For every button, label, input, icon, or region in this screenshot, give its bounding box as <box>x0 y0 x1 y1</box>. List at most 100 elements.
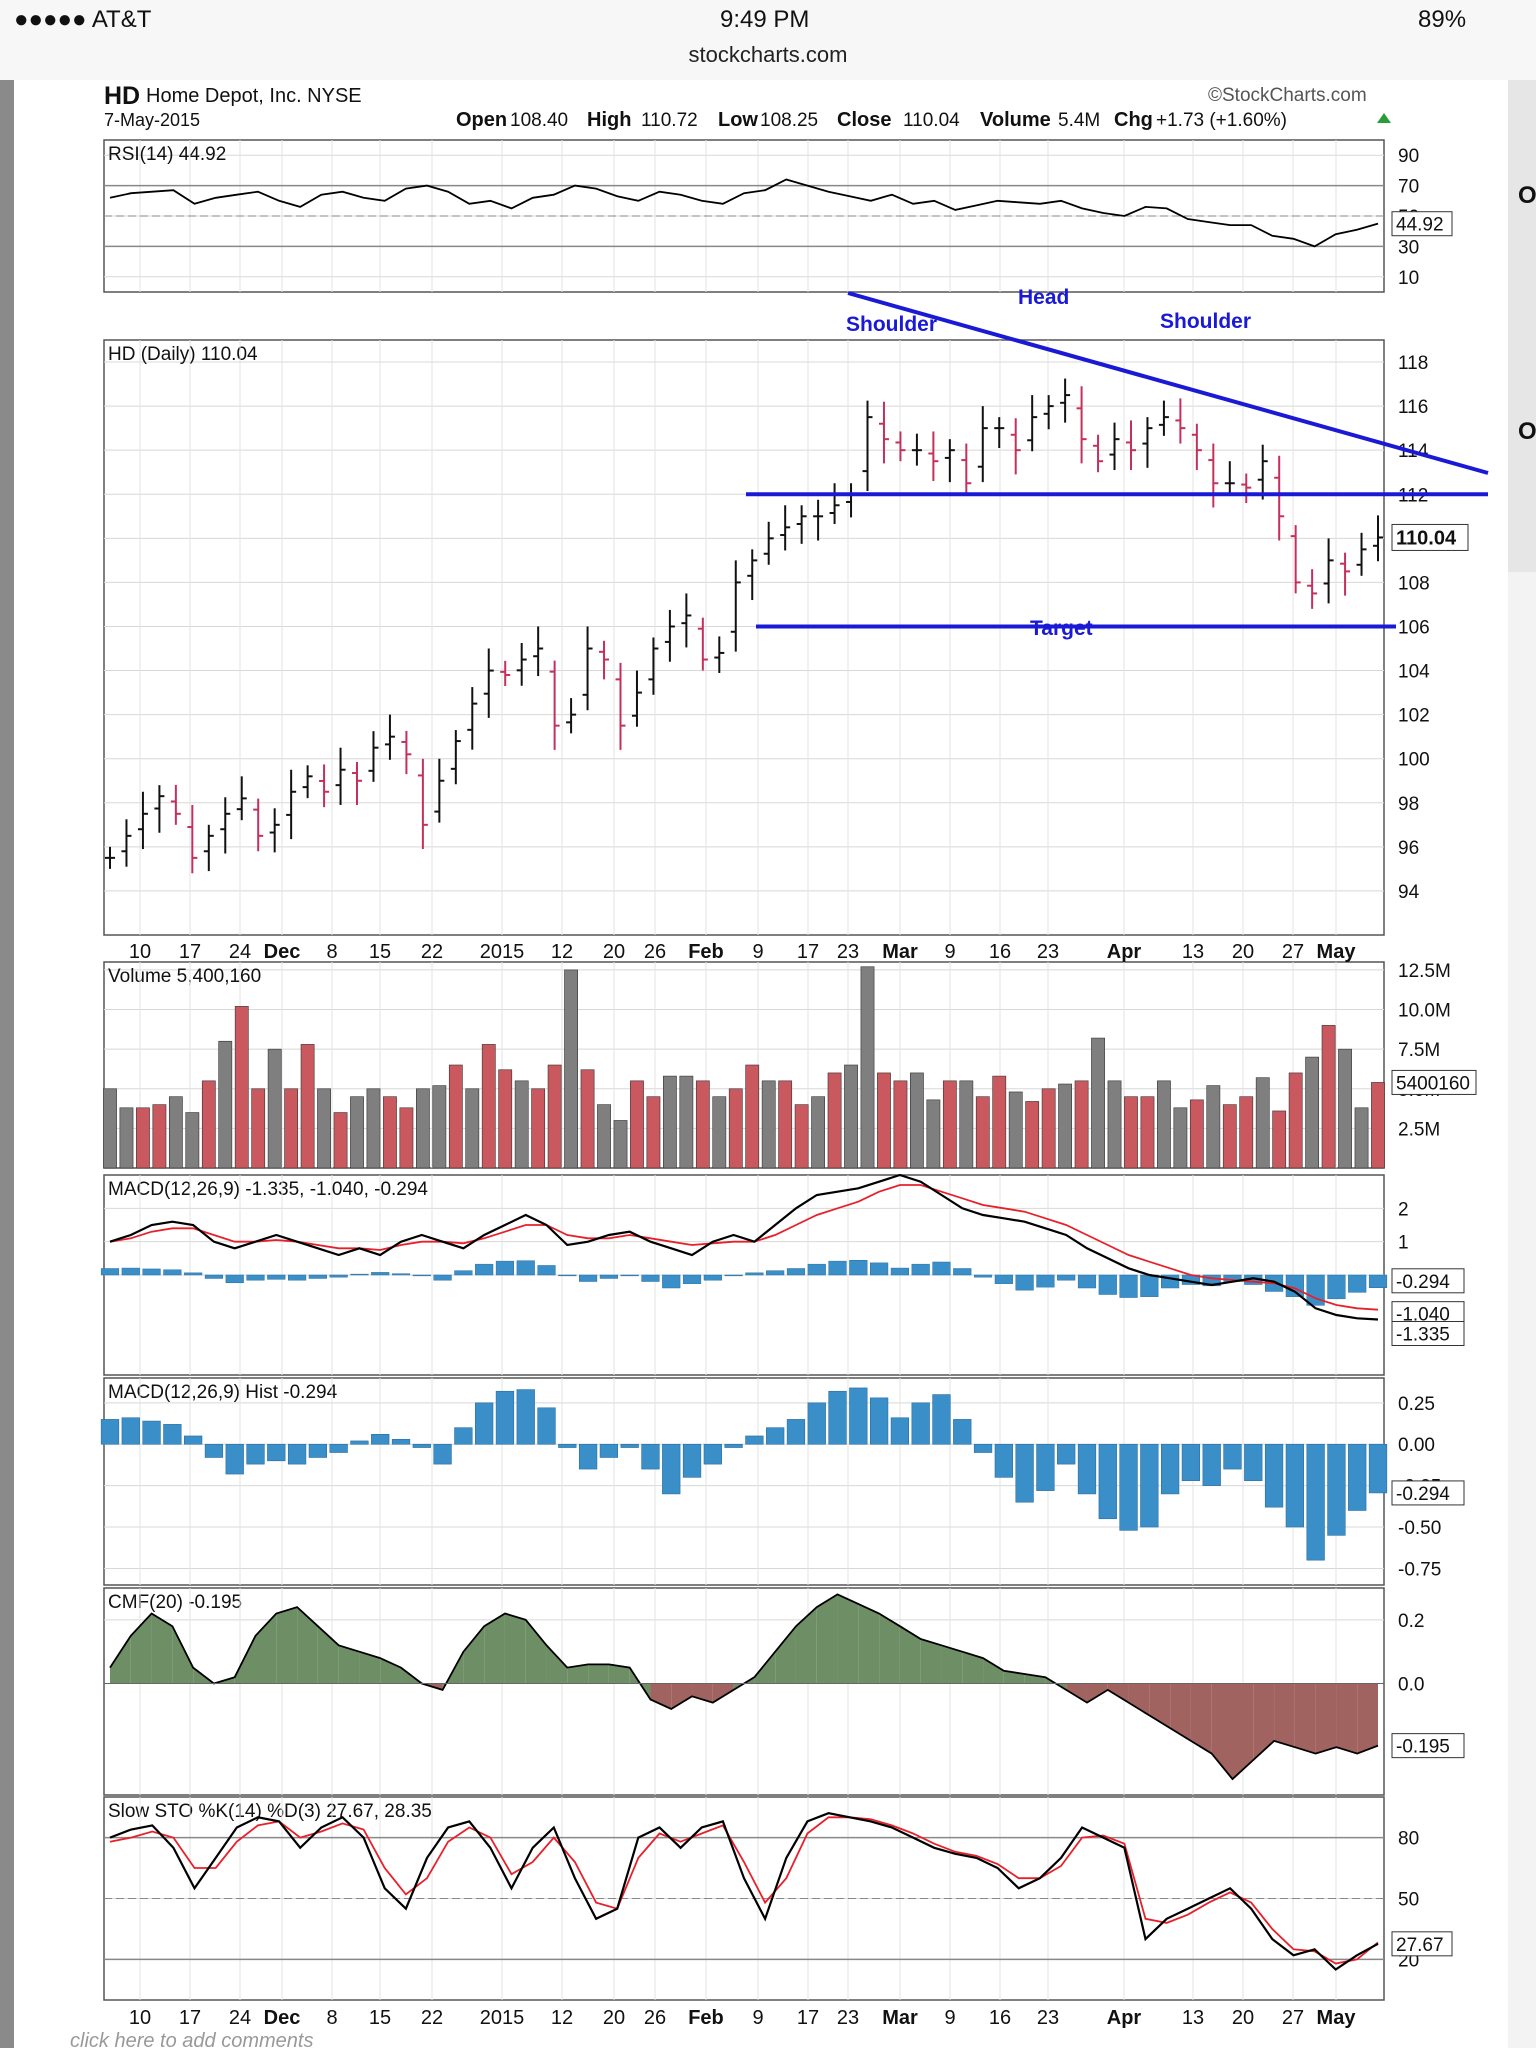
macd-hist-bar <box>1264 1443 1284 1508</box>
volume-bar <box>1272 1110 1287 1169</box>
status-bar: ●●●●● AT&T 9:49 PM 89% stockcharts.com <box>0 0 1536 80</box>
macd-mini-hist-bar <box>1057 1274 1076 1281</box>
x-tick-label: 26 <box>644 2007 666 2029</box>
volume-bar <box>679 1075 694 1169</box>
volume-bar <box>1255 1077 1270 1169</box>
y-tick-label: 30 <box>1398 237 1419 258</box>
x-tick-label: 20 <box>1232 2007 1254 2029</box>
macd-mini-hist-bar <box>391 1273 411 1276</box>
volume-bar <box>695 1080 710 1169</box>
price-current-box <box>1391 523 1469 551</box>
macd-hist-bar <box>849 1387 868 1445</box>
price-bar <box>631 670 642 727</box>
volume-bar <box>366 1088 381 1169</box>
macd-hist-bar <box>641 1443 660 1470</box>
y-tick-label: 50 <box>1398 1890 1419 1911</box>
macd-mini-hist-bar <box>100 1268 120 1276</box>
macd-mini-hist-bar <box>641 1274 660 1282</box>
cmf-current-value-box <box>1391 1733 1465 1759</box>
volume-bar <box>959 1080 974 1169</box>
volume-bar <box>794 1104 809 1169</box>
add-comments-link[interactable]: click here to add comments <box>70 2030 314 2052</box>
right-panel-edge-lower <box>1508 572 1536 2048</box>
cmf-area <box>463 1626 485 1684</box>
cmf-area <box>608 1664 630 1684</box>
url-bar[interactable]: stockcharts.com <box>688 42 848 67</box>
volume-bar <box>761 1080 776 1169</box>
macd-mini-hist-bar <box>1348 1274 1367 1293</box>
macd-hist-bar <box>121 1417 140 1445</box>
macd-hist-bar <box>745 1435 764 1445</box>
price-bar <box>1208 443 1219 508</box>
cmf-area <box>1357 1683 1378 1754</box>
macd-mini-hist-bar <box>454 1270 473 1276</box>
macd-hist-bar <box>869 1397 889 1445</box>
macd-hist-bar <box>246 1443 265 1465</box>
macd-hist-bar <box>267 1443 286 1462</box>
annotation-shoulder-left: Shoulder <box>846 313 937 336</box>
cmf-current-value: -0.195 <box>1396 1737 1450 1758</box>
volume-bar <box>234 1006 249 1169</box>
cmf-area <box>110 1635 131 1684</box>
macd-mini-hist-bar <box>1306 1274 1325 1306</box>
volume-bar <box>531 1088 546 1169</box>
price-bar <box>516 643 527 686</box>
ohlc-value: 110.04 <box>903 110 960 131</box>
volume-bar <box>1321 1025 1336 1169</box>
macd-hist-bar <box>1181 1443 1201 1481</box>
price-bar <box>434 758 445 823</box>
y-tick-label: 98 <box>1398 794 1419 815</box>
price-bar <box>417 758 428 850</box>
volume-current-value-box <box>1391 1069 1477 1095</box>
ohlc-value: 110.72 <box>641 110 698 131</box>
panel-frame <box>103 961 1385 1169</box>
macd-mini-hist-bar <box>1015 1274 1034 1291</box>
cmf-area <box>1149 1683 1171 1729</box>
cmf-area <box>1024 1673 1046 1684</box>
x-tick-label: Feb <box>688 941 724 963</box>
macd-hist-bar <box>599 1443 619 1458</box>
price-bar <box>911 433 922 466</box>
macd-hist-panel-current-box <box>1391 1480 1465 1506</box>
volume-bar <box>564 969 578 1169</box>
volume-bar <box>860 966 875 1169</box>
volume-bar <box>630 1080 644 1169</box>
volume-bar <box>728 1088 743 1169</box>
macd-mini-hist-bar <box>516 1260 535 1276</box>
y-tick-label: 0.2 <box>1398 1611 1424 1632</box>
price-bar <box>664 609 675 662</box>
x-tick-label: 20 <box>603 2007 625 2029</box>
panel-title: Slow STO %K(14) %D(3) 27.67, 28.35 <box>108 1801 432 1822</box>
cmf-area <box>1170 1683 1191 1741</box>
price-bar <box>154 785 165 833</box>
price-bar <box>862 400 873 491</box>
y-tick-label: -0.75 <box>1398 1559 1441 1580</box>
ohlc-value: 5.4M <box>1058 110 1100 131</box>
macd-mini-hist-bar <box>703 1274 722 1281</box>
volume-bar <box>1008 1091 1023 1169</box>
price-bar <box>1307 569 1318 609</box>
macd-mini-hist-bar <box>308 1274 327 1279</box>
macd-hist-bar <box>1057 1443 1076 1465</box>
cmf-area <box>754 1651 776 1684</box>
cmf-area <box>1211 1683 1233 1780</box>
volume-bar <box>333 1112 348 1169</box>
macd-mini-hist-bar <box>1327 1274 1346 1300</box>
panel-title: HD (Daily) 110.04 <box>108 344 258 365</box>
macd-hist-bar <box>1202 1443 1221 1486</box>
volume-bar <box>942 1080 957 1169</box>
macd-hist-bar <box>100 1419 120 1445</box>
macd-mini-hist-bar <box>371 1272 390 1276</box>
sto-current-value-box <box>1391 1931 1453 1957</box>
cmf-area <box>151 1613 173 1684</box>
volume-bar <box>1058 1083 1073 1169</box>
volume-bar <box>926 1099 941 1169</box>
price-bar <box>977 406 988 483</box>
macd-hist-bar <box>516 1389 535 1445</box>
cmf-area <box>1232 1683 1254 1780</box>
macd-mini-hist-bar <box>267 1274 286 1280</box>
macd-hist-bar <box>163 1424 182 1445</box>
macd-mini-hist-bar <box>225 1274 244 1284</box>
price-bar <box>352 762 363 805</box>
volume-bar <box>284 1088 299 1169</box>
